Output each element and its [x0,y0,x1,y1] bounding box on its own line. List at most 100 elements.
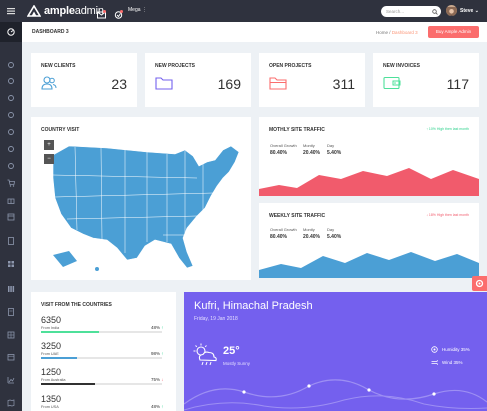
visit-percent: 48% ↑ [151,325,164,330]
col-value: 5.40% [327,234,342,240]
document-icon[interactable] [7,232,15,245]
table-icon[interactable] [7,326,15,339]
buy-button[interactable]: Buy Ample Admin [428,26,479,38]
weather-temperature: 25° [223,345,240,357]
layout-icon[interactable] [7,208,15,221]
logo-light: admin [74,5,104,17]
section-title: WEEKLY SITE TRAFFIC [269,213,326,219]
stat-label: NEW INVOICES [383,63,420,69]
monthly-trend: ↑ 10% High then last month [426,127,469,131]
col-label: Overall Growth [270,143,297,148]
grid-icon[interactable] [7,255,15,267]
user-menu[interactable]: Steve ⌄ [460,8,479,14]
visit-percent: 75% ↓ [151,377,164,382]
zoom-out-button[interactable]: − [44,154,54,164]
stat-value: 311 [332,76,355,92]
dashboard-icon[interactable] [7,28,15,36]
col-value: 5.40% [327,150,342,156]
columns-icon[interactable] [7,280,15,292]
visit-count: 1250 [41,367,62,377]
map-icon[interactable] [7,394,15,407]
breadcrumb: Home / Dashboard 3 [376,30,418,35]
col-label: Day [327,227,335,232]
users-icon [41,76,57,95]
stat-value: 169 [217,76,241,92]
weather-wind: Wind 35% [442,360,463,365]
logo-bold: ample [44,5,75,17]
sidebar-item-5-icon[interactable] [7,123,15,135]
progress-track [41,331,162,333]
notification-icon[interactable] [114,6,123,19]
visit-from: From USA [41,405,59,409]
sidebar-item-7-icon[interactable] [7,157,15,169]
monthly-traffic-card: MOTHLY SITE TRAFFIC ↑ 10% High then last… [259,117,479,196]
app-logo[interactable]: ampleadmin [27,5,104,17]
progress-track [41,357,162,359]
visit-count: 6350 [41,315,62,325]
col-value: 80.40% [270,234,287,240]
stat-label: NEW PROJECTS [155,63,196,69]
mega-menu-toggle[interactable]: Mega ⋮ [128,7,147,13]
cloud-sun-icon [193,343,217,366]
stat-card-open-projects: OPEN PROJECTS 311 [259,53,365,107]
stat-value: 117 [446,76,469,92]
folder-icon [155,76,173,95]
weekly-traffic-card: WEEKLY SITE TRAFFIC ↓ 18% High then last… [259,203,479,278]
sidebar-item-3-icon[interactable] [7,89,15,101]
avatar[interactable] [446,5,457,16]
breadcrumb-separator: / [389,30,391,35]
breadcrumb-home[interactable]: Home [376,30,389,35]
sidebar-item-4-icon[interactable] [7,106,15,118]
logo-icon [27,5,41,17]
page-title: DASHBOARD 3 [32,29,69,35]
col-value: 20.40% [303,150,320,156]
progress-fill [41,383,96,385]
visit-percent: 48% ↑ [151,404,164,409]
cart-icon[interactable] [7,174,15,187]
weather-card: Kufri, Himachal Pradesh Friday, 19 Jan 2… [184,292,487,411]
weather-line-chart [184,379,487,411]
breadcrumb-current: Dashboard 3 [391,30,418,35]
weekly-trend: ↓ 18% High then last month [426,213,469,217]
settings-button[interactable] [472,276,487,291]
sidebar-item-2-icon[interactable] [7,72,15,84]
col-value: 80.40% [270,150,287,156]
search-icon[interactable] [432,9,438,15]
col-label: Montly [303,227,315,232]
weather-condition: Mostly Sunny [223,361,251,366]
sidebar-item-6-icon[interactable] [7,140,15,152]
gift-icon[interactable] [7,191,15,204]
countries-card: VISIT FROM THE COUNTRIES [31,292,176,411]
usa-map[interactable] [47,135,247,275]
visit-count: 3250 [41,341,62,351]
chart-icon[interactable] [7,371,15,384]
page-header: DASHBOARD 3 Home / Dashboard 3 Buy Ample… [22,22,487,42]
calendar-icon[interactable] [7,348,15,361]
col-label: Overall Growth [270,227,297,232]
gear-icon [475,279,484,288]
weather-humidity: Humidity 35% [442,347,470,352]
wallet-icon [383,76,401,95]
sidebar-item-1-icon[interactable] [7,56,15,68]
sidebar [0,22,22,411]
col-label: Montly [303,143,315,148]
stat-label: OPEN PROJECTS [269,63,312,69]
page-icon[interactable] [7,303,15,316]
stat-value: 23 [111,76,127,92]
weekly-traffic-chart [259,252,479,278]
zoom-in-button[interactable]: + [44,140,54,150]
visit-count: 1350 [41,394,62,404]
visit-from: From Australia [41,378,66,382]
search-input[interactable]: Search... [381,6,441,17]
visit-percent: 98% ↑ [151,351,164,356]
mail-icon[interactable] [97,6,106,19]
visit-from: From UAE [41,352,59,356]
monthly-traffic-chart [259,168,479,196]
stat-card-new-projects: NEW PROJECTS 169 [145,53,251,107]
menu-toggle-icon[interactable] [4,4,18,18]
col-label: Day [327,143,335,148]
progress-fill [41,331,100,333]
visit-from: From India [41,326,60,330]
weather-date: Friday, 19 Jan 2018 [194,316,238,322]
stat-card-new-invoices: NEW INVOICES 117 [373,53,479,107]
